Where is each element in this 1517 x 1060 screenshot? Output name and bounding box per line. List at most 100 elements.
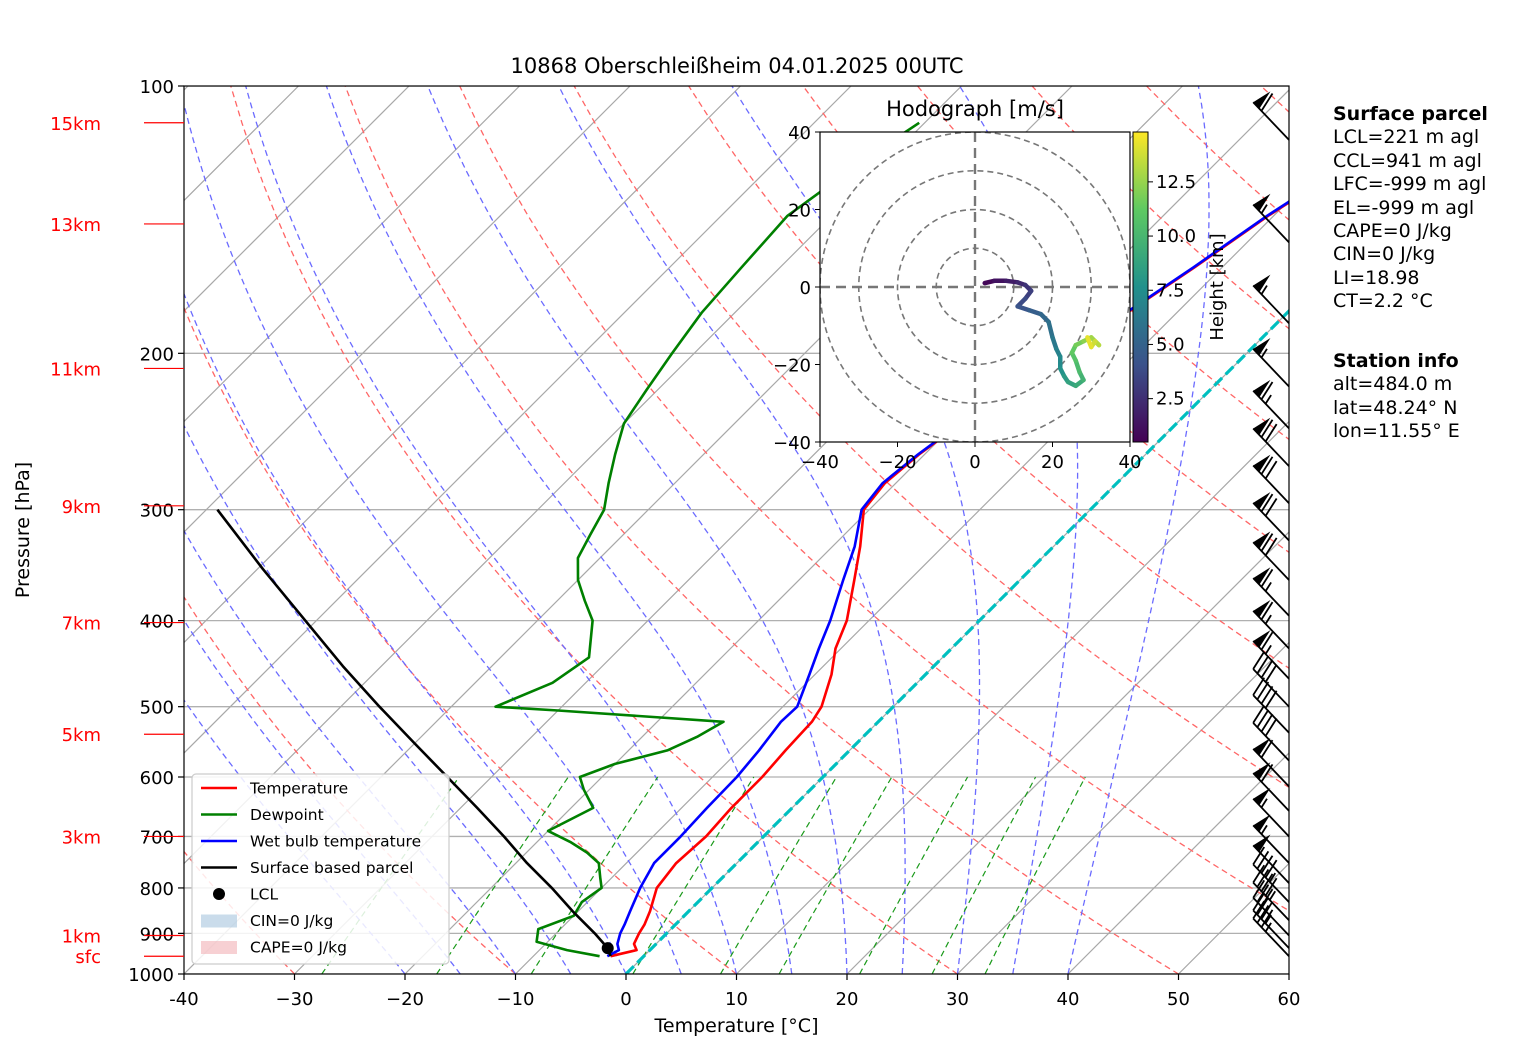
x-tick-label: 30	[946, 989, 969, 1010]
legend-label: Temperature	[249, 780, 348, 798]
wind-barb	[1252, 599, 1290, 650]
hodograph-y-tick: 20	[788, 201, 811, 222]
x-tick-label: 0	[620, 989, 631, 1010]
wind-barb	[1252, 737, 1290, 788]
y-tick-label: 700	[140, 827, 174, 848]
barb-flag	[1253, 91, 1271, 109]
barb-staff	[1252, 694, 1290, 734]
barb-staff	[1252, 917, 1290, 957]
station-info-panel: Station info alt=484.0 m lat=48.24° N lo…	[1333, 350, 1460, 444]
moist-adiabat	[959, 86, 1079, 974]
wind-barb	[1252, 491, 1290, 542]
li-value: LI=18.98	[1333, 266, 1420, 289]
barb-full	[1260, 901, 1274, 920]
mixing-ratio-line	[530, 776, 659, 974]
latitude-value: lat=48.24° N	[1333, 396, 1458, 419]
barb-full	[1260, 631, 1274, 651]
barb-full	[1260, 909, 1274, 928]
legend-label: CAPE=0 J/kg	[250, 939, 347, 957]
barb-half	[1264, 644, 1272, 655]
hodograph-plot	[820, 132, 1130, 442]
colorbar	[1132, 131, 1149, 443]
barb-staff	[1252, 909, 1290, 949]
moist-adiabat	[184, 101, 682, 974]
legend-box	[191, 773, 450, 965]
wind-barb	[1252, 91, 1290, 141]
barb-half	[1268, 890, 1277, 901]
barb-full	[1252, 892, 1266, 911]
barb-full	[1260, 739, 1274, 759]
dry-adiabat	[344, 86, 1179, 974]
barb-full	[1260, 568, 1274, 588]
mixing-ratio-line	[719, 776, 838, 974]
barb-staff	[1252, 348, 1290, 388]
colorbar-tick-label: 10.0	[1156, 226, 1196, 247]
dry-adiabat	[459, 86, 1289, 912]
barb-full	[1260, 456, 1274, 475]
hodograph-y-tick: −20	[773, 356, 811, 377]
barb-staff	[1252, 427, 1290, 467]
isotherm-line	[957, 641, 1289, 974]
height-label: 15km	[50, 114, 101, 135]
barb-flag	[1253, 762, 1271, 780]
hodograph-x-tick: 20	[1041, 452, 1064, 473]
barb-full	[1260, 713, 1274, 733]
wind-barb	[1252, 630, 1290, 680]
dry-adiabat	[230, 86, 958, 974]
dry-adiabat	[184, 306, 737, 974]
y-tick-label: 1000	[128, 965, 174, 986]
dry-adiabat	[573, 86, 1289, 789]
x-tick-label: 20	[836, 989, 859, 1010]
moist-adiabat	[184, 424, 572, 974]
x-tick-label: −20	[386, 989, 424, 1010]
hodograph-x-tick: −20	[879, 452, 917, 473]
barb-flag	[1253, 630, 1271, 648]
ccl-value: CCL=941 m agl	[1333, 149, 1482, 172]
barb-full	[1264, 859, 1278, 878]
barb-full	[1260, 533, 1274, 552]
y-axis-label: Pressure [hPa]	[12, 462, 34, 598]
barb-full	[1260, 419, 1274, 438]
moist-adiabat	[184, 529, 517, 974]
barb-half	[1260, 204, 1268, 214]
isotherm-line	[515, 199, 1289, 974]
altitude-value: alt=484.0 m	[1333, 373, 1453, 396]
barb-full	[1260, 855, 1274, 874]
barb-full	[1264, 498, 1278, 517]
wind-barb	[1252, 846, 1290, 903]
x-tick-label: 40	[1057, 989, 1080, 1010]
wind-barb	[1252, 337, 1290, 388]
height-label: 9km	[62, 497, 101, 518]
barb-staff	[1252, 881, 1290, 921]
hodograph-x-tick: 40	[1119, 452, 1142, 473]
wind-barb	[1252, 677, 1290, 734]
barb-half	[1264, 394, 1272, 405]
barb-full	[1260, 659, 1274, 679]
height-label: sfc	[75, 947, 101, 968]
x-tick-label: −30	[276, 989, 314, 1010]
barb-full	[1256, 869, 1270, 888]
barb-full	[1260, 93, 1274, 112]
barb-full	[1260, 873, 1274, 892]
wind-barb	[1252, 567, 1290, 617]
barb-flag	[1253, 491, 1271, 510]
barb-full	[1264, 664, 1278, 683]
barb-flag	[1253, 454, 1271, 473]
wind-barb	[1252, 274, 1290, 324]
barb-half	[1264, 581, 1272, 592]
barb-full	[1264, 690, 1278, 709]
barb-staff	[1252, 722, 1290, 762]
moist-adiabat	[1067, 86, 1210, 974]
isotherm-line	[736, 420, 1289, 974]
wind-barb	[1252, 864, 1290, 921]
barb-full	[1256, 850, 1270, 870]
x-tick-label: 60	[1278, 989, 1301, 1010]
barb-half	[1260, 285, 1268, 295]
legend-label: CIN=0 J/kg	[250, 912, 333, 930]
barb-staff	[1252, 204, 1290, 243]
mixing-ratio-line	[931, 776, 1037, 974]
barb-full	[1264, 877, 1278, 897]
cape-value: CAPE=0 J/kg	[1333, 220, 1452, 243]
barb-staff	[1252, 748, 1290, 788]
